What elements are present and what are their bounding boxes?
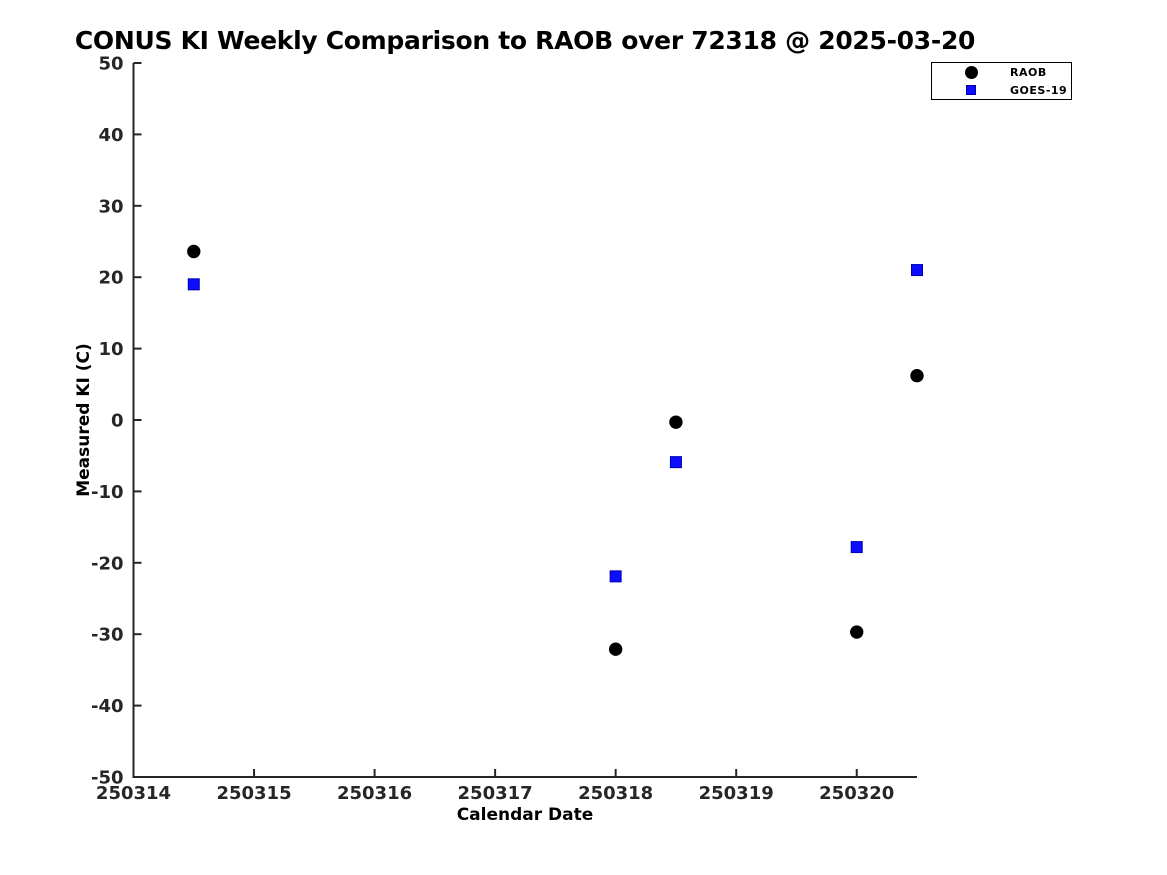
y-tick-label: 0 — [111, 411, 124, 432]
x-tick-label: 250319 — [699, 783, 774, 804]
data-point-raob — [910, 369, 924, 383]
goes-19-square-icon — [966, 85, 976, 95]
x-tick-label: 250314 — [96, 783, 171, 804]
legend-label-goes-19: GOES-19 — [1010, 83, 1068, 97]
y-tick-label: 40 — [98, 125, 123, 146]
data-point-raob — [608, 642, 623, 656]
y-axis-label: Measured KI (C) — [74, 343, 94, 497]
y-tick-label: -40 — [91, 696, 124, 717]
x-tick-label: 250320 — [819, 783, 894, 804]
raob-circle-icon — [964, 65, 978, 79]
legend-item-raob: RAOB — [932, 64, 1071, 81]
y-tick-label: 20 — [98, 268, 123, 289]
data-point-goes-19 — [911, 264, 923, 277]
legend-label-raob: RAOB — [1010, 65, 1047, 79]
data-point-goes-19 — [669, 456, 682, 469]
y-tick-label: 30 — [98, 196, 123, 217]
y-tick-label: -20 — [91, 553, 124, 574]
y-tick-label: 10 — [98, 339, 123, 360]
data-point-raob — [850, 625, 864, 639]
data-point-raob — [669, 415, 683, 429]
legend-item-goes-19: GOES-19 — [932, 82, 1071, 99]
x-tick-label: 250318 — [578, 783, 653, 804]
chart-title: CONUS KI Weekly Comparison to RAOB over … — [74, 26, 976, 55]
x-tick-label: 250317 — [458, 783, 533, 804]
y-tick-label: -50 — [91, 768, 124, 789]
x-tick-label: 250316 — [337, 783, 412, 804]
x-axis-label: Calendar Date — [456, 805, 594, 825]
y-tick-label: -10 — [91, 482, 124, 503]
x-tick-label: 250315 — [216, 783, 291, 804]
y-tick-label: -30 — [91, 625, 124, 646]
data-point-raob — [187, 244, 201, 259]
data-point-goes-19 — [609, 570, 622, 583]
data-point-goes-19 — [187, 278, 200, 291]
y-tick-label: 50 — [98, 54, 123, 75]
legend: RAOB GOES-19 — [931, 62, 1072, 100]
data-point-goes-19 — [850, 541, 863, 554]
